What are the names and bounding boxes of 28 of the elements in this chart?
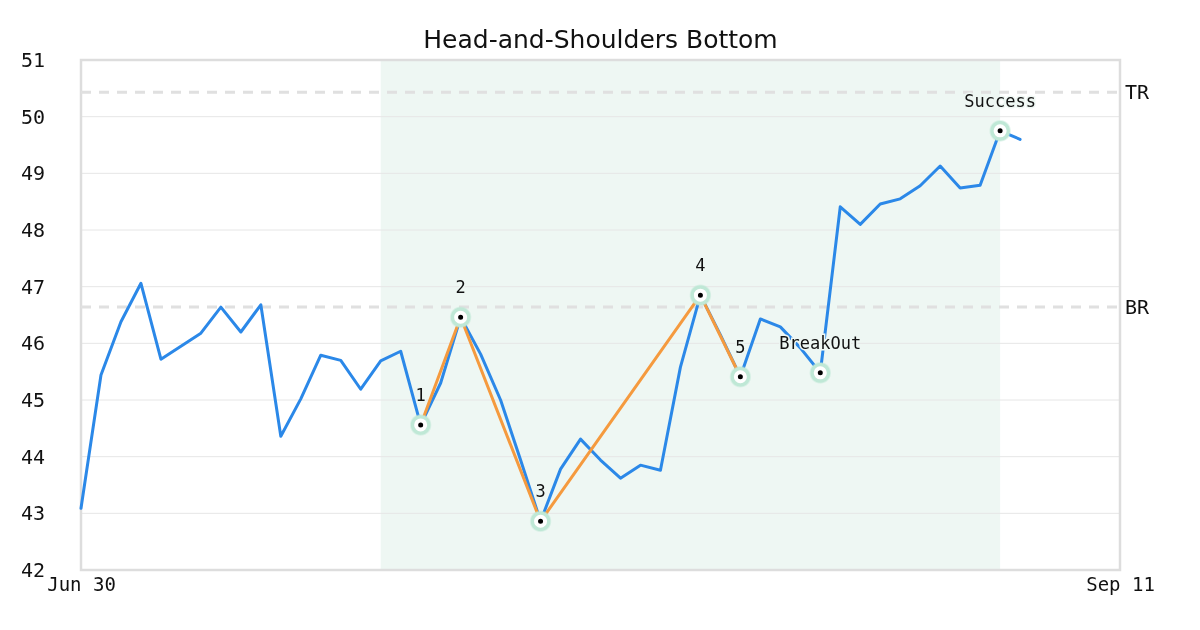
y-tick-label: 46 (20, 331, 46, 356)
annotation: 2 (455, 277, 466, 298)
point (733, 370, 747, 384)
ref-line-label: BR (1125, 295, 1151, 320)
point (693, 288, 707, 302)
y-tick-label: 50 (20, 104, 46, 129)
chart-title: Head-and-Shoulders Bottom (423, 25, 778, 54)
y-tick-label: 47 (20, 274, 46, 299)
y-tick-label: 43 (20, 501, 46, 526)
annotation: 3 (535, 481, 546, 502)
point (414, 418, 428, 432)
annotation: 1 (415, 384, 426, 405)
point (993, 124, 1007, 138)
point (534, 514, 548, 528)
annotation: Success (964, 90, 1036, 111)
y-tick-label: 42 (20, 557, 46, 582)
x-tick-label: Sep 11 (1086, 573, 1155, 596)
y-tick-label: 44 (20, 444, 46, 469)
y-tick-label: 49 (20, 161, 46, 186)
x-tick-label: Jun 30 (47, 573, 116, 596)
annotation: 5 (735, 336, 746, 357)
y-tick-label: 45 (20, 387, 46, 412)
y-tick-label: 48 (20, 217, 46, 242)
ref-line-label: TR (1125, 80, 1151, 105)
y-tick-label: 51 (20, 47, 46, 72)
annotation: 4 (695, 255, 706, 276)
point (454, 310, 468, 324)
point (813, 366, 827, 380)
